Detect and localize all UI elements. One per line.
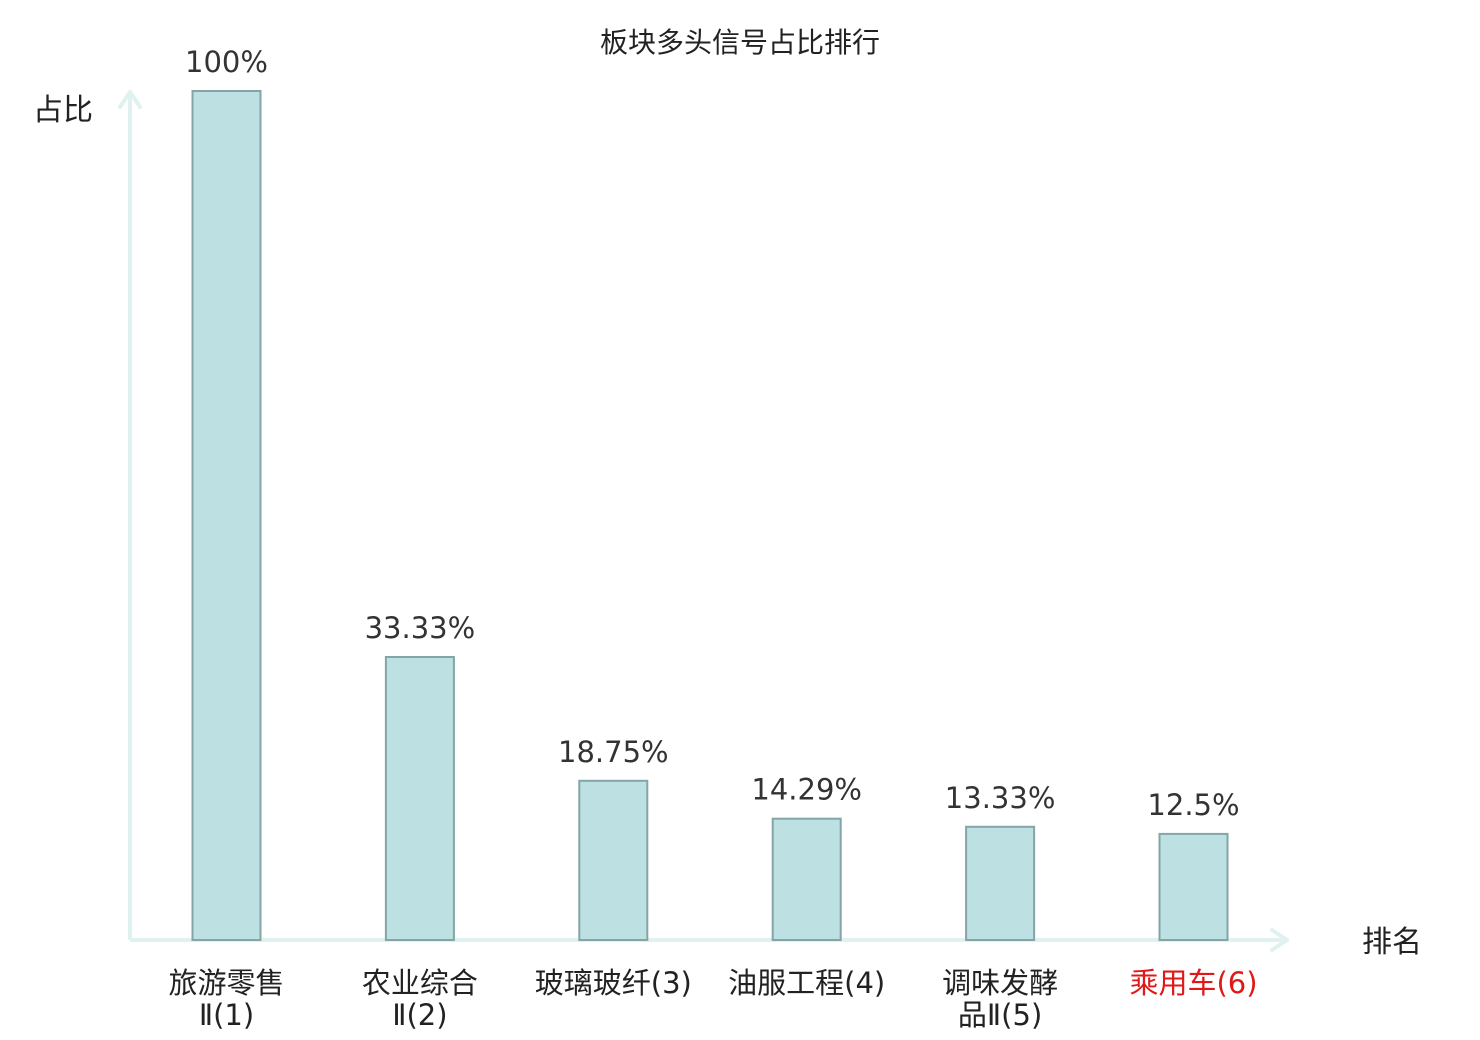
- value-label-5: 13.33%: [945, 781, 1056, 815]
- chart-title: 板块多头信号占比排行: [600, 26, 880, 59]
- x-axis-arrow-icon: [1270, 928, 1289, 952]
- bar-1: [191, 90, 262, 941]
- value-labels-group: 100% 33.33% 18.75% 14.29% 13.33% 12.5%: [185, 45, 1240, 822]
- y-axis-label: 占比: [33, 93, 93, 128]
- bars-group: [191, 90, 1229, 942]
- value-label-6: 12.5%: [1147, 788, 1239, 822]
- bar-3: [578, 779, 649, 941]
- category-label-5: 调味发酵品Ⅱ(5): [942, 966, 1058, 1032]
- value-label-4: 14.29%: [751, 773, 862, 807]
- category-label-line: 油服工程(4): [728, 966, 885, 1000]
- y-axis-arrow-icon: [118, 90, 142, 109]
- category-label-line: 调味发酵: [942, 966, 1058, 1000]
- category-label-1: 旅游零售 Ⅱ(1): [168, 966, 284, 1032]
- value-label-2: 33.33%: [365, 611, 476, 645]
- bar-6: [1158, 832, 1229, 942]
- bar-2: [384, 656, 455, 941]
- bar-5: [965, 825, 1036, 941]
- category-label-4: 油服工程(4): [728, 966, 885, 1000]
- category-label-line: 乘用车(6): [1129, 966, 1257, 1000]
- category-label-line: Ⅱ(1): [199, 998, 254, 1032]
- bar-4: [771, 817, 842, 942]
- x-axis: 排名: [130, 925, 1422, 960]
- category-label-line: 玻璃玻纤(3): [535, 966, 692, 1000]
- category-labels-group: 旅游零售 Ⅱ(1) 农业综合 Ⅱ(2) 玻璃玻纤(3) 油服工程(4) 调味发酵品Ⅱ(5) 乘…: [168, 966, 1257, 1032]
- value-label-1: 100%: [185, 45, 268, 79]
- x-axis-label: 排名: [1362, 925, 1422, 960]
- category-label-line: 旅游零售: [168, 966, 284, 1000]
- y-axis: 占比: [33, 90, 142, 940]
- category-label-line: 农业综合: [362, 966, 478, 1000]
- category-label-6: 乘用车(6): [1129, 966, 1257, 1000]
- category-label-3: 玻璃玻纤(3): [535, 966, 692, 1000]
- category-label-line: Ⅱ(2): [392, 998, 447, 1032]
- category-label-line: 品Ⅱ(5): [958, 998, 1042, 1032]
- value-label-3: 18.75%: [558, 735, 669, 769]
- category-label-2: 农业综合 Ⅱ(2): [362, 966, 478, 1032]
